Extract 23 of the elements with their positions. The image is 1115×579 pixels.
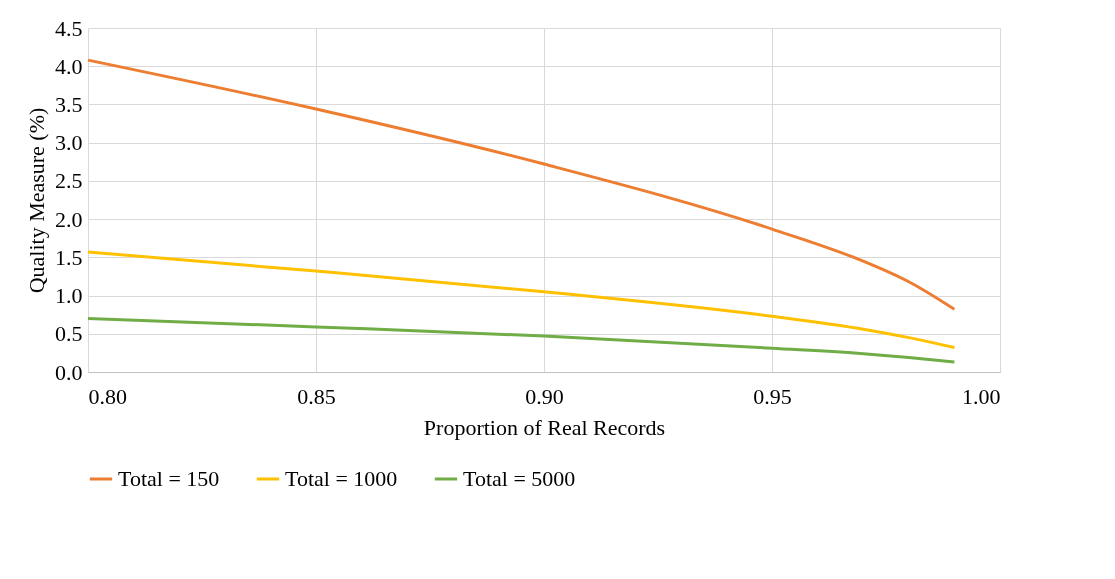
y-axis-title: Quality Measure (%) xyxy=(24,107,49,294)
x-tick-label: 0.85 xyxy=(297,383,336,409)
y-tick-label: 2.5 xyxy=(55,168,83,194)
y-tick-label: 4.5 xyxy=(55,15,83,41)
legend-label: Total = 150 xyxy=(118,466,220,491)
y-tick-label: 1.5 xyxy=(55,244,83,270)
x-tick-label: 1.00 xyxy=(962,383,1001,409)
legend-label: Total = 5000 xyxy=(463,466,576,491)
line-series xyxy=(86,250,956,350)
y-tick-label: 3.0 xyxy=(55,130,83,156)
x-tick-label: 0.80 xyxy=(88,383,127,409)
x-tick-label: 0.90 xyxy=(525,383,564,409)
y-tick-label: 0.5 xyxy=(55,321,83,347)
x-axis-title: Proportion of Real Records xyxy=(423,414,666,440)
y-tick-label: 3.5 xyxy=(55,91,83,117)
y-tick-label: 4.0 xyxy=(55,53,83,79)
y-tick-label: 1.0 xyxy=(55,283,83,309)
line-series xyxy=(86,58,956,311)
x-tick-label: 0.95 xyxy=(753,383,792,409)
y-tick-label: 0.0 xyxy=(55,359,83,385)
y-tick-label: 2.0 xyxy=(55,206,83,232)
line-series xyxy=(86,316,956,364)
legend-label: Total = 1000 xyxy=(285,466,398,491)
